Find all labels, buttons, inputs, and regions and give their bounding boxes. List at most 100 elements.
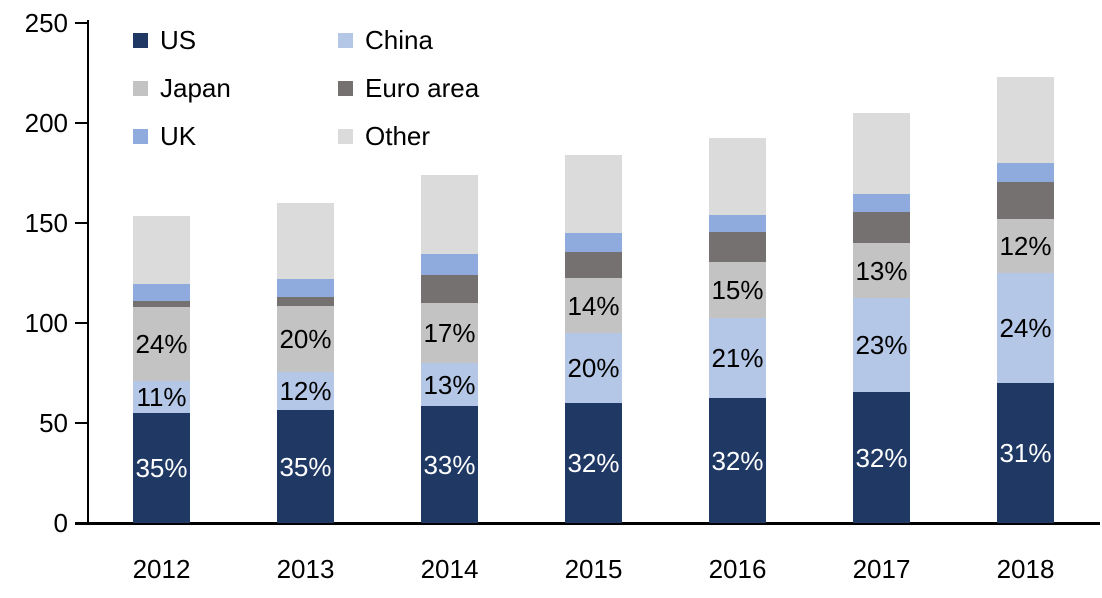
y-tick-label: 150 — [24, 208, 68, 238]
segment-euro-area-2012 — [133, 301, 190, 307]
legend-item-uk: UK — [133, 123, 338, 149]
segment-label-china-2013: 12% — [279, 376, 332, 406]
segment-us-2013: 35% — [277, 410, 334, 523]
x-tick-label-2014: 2014 — [420, 554, 479, 584]
segment-label-us-2015: 32% — [567, 448, 620, 478]
legend-swatch-euro-area — [338, 80, 353, 96]
y-tick — [75, 522, 87, 524]
segment-label-japan-2014: 17% — [423, 318, 476, 348]
x-tick-label-2018: 2018 — [996, 554, 1055, 584]
bar-2014: 33% 13% 17% — [421, 175, 478, 523]
segment-label-japan-2017: 13% — [855, 255, 908, 286]
segment-label-japan-2012: 24% — [135, 329, 188, 359]
bar-2013: 35% 12% 20% — [277, 203, 334, 523]
segment-euro-area-2017 — [853, 212, 910, 243]
segment-label-china-2015: 20% — [567, 353, 620, 383]
legend-label-other: Other — [365, 121, 431, 151]
segment-other-2013 — [277, 203, 334, 279]
y-tick-label: 200 — [24, 108, 68, 138]
segment-other-2018 — [997, 77, 1054, 163]
segment-other-2014 — [421, 175, 478, 254]
segment-euro-area-2016 — [709, 232, 766, 262]
legend-label-us: US — [160, 25, 197, 55]
segment-label-china-2017: 23% — [855, 330, 908, 360]
segment-japan-2014: 17% — [421, 303, 478, 363]
x-tick-label-2013: 2013 — [276, 554, 335, 584]
segment-uk-2015 — [565, 233, 622, 252]
legend-swatch-japan — [133, 80, 148, 96]
legend-swatch-us — [133, 32, 148, 48]
y-tick — [75, 422, 87, 424]
segment-label-japan-2015: 14% — [567, 290, 620, 321]
segment-label-us-2013: 35% — [279, 451, 332, 482]
segment-label-us-2016: 32% — [711, 445, 764, 476]
segment-us-2014: 33% — [421, 406, 478, 523]
segment-label-china-2018: 24% — [999, 313, 1052, 343]
segment-china-2012: 11% — [133, 381, 190, 413]
y-tick — [75, 122, 87, 124]
segment-other-2017 — [853, 113, 910, 194]
segment-china-2013: 12% — [277, 372, 334, 410]
segment-uk-2013 — [277, 279, 334, 297]
segment-uk-2014 — [421, 254, 478, 275]
y-tick-label: 0 — [53, 508, 68, 538]
y-tick — [75, 222, 87, 224]
segment-us-2012: 35% — [133, 413, 190, 523]
segment-china-2016: 21% — [709, 318, 766, 398]
segment-china-2017: 23% — [853, 298, 910, 392]
segment-uk-2017 — [853, 194, 910, 212]
segment-uk-2016 — [709, 215, 766, 232]
bar-2015: 32% 20% 14% — [565, 155, 622, 523]
y-tick — [75, 322, 87, 324]
legend-item-china: China — [338, 27, 479, 53]
x-tick-label-2012: 2012 — [132, 554, 191, 584]
segment-euro-area-2013 — [277, 297, 334, 306]
legend-item-other: Other — [338, 123, 479, 149]
legend-swatch-other — [338, 128, 353, 144]
segment-japan-2015: 14% — [565, 278, 622, 333]
segment-other-2016 — [709, 138, 766, 215]
x-axis-line — [75, 522, 1100, 525]
segment-uk-2018 — [997, 163, 1054, 182]
y-tick — [75, 22, 87, 24]
segment-japan-2018: 12% — [997, 219, 1054, 273]
legend-item-us: US — [133, 27, 338, 53]
segment-label-us-2014: 33% — [423, 449, 476, 480]
segment-us-2018: 31% — [997, 383, 1054, 523]
segment-label-us-2017: 32% — [855, 442, 908, 473]
segment-japan-2013: 20% — [277, 306, 334, 372]
legend-item-euro-area: Euro area — [338, 75, 479, 101]
y-tick-label: 50 — [39, 408, 68, 438]
segment-label-us-2012: 35% — [135, 453, 188, 483]
x-tick-label-2016: 2016 — [708, 554, 767, 584]
legend-swatch-china — [338, 32, 353, 48]
bar-2012: 35% 11% 24% — [133, 216, 190, 523]
legend-swatch-uk — [133, 128, 148, 144]
x-tick-label-2017: 2017 — [852, 554, 911, 584]
segment-china-2015: 20% — [565, 333, 622, 403]
segment-japan-2017: 13% — [853, 243, 910, 298]
legend-label-euro-area: Euro area — [365, 73, 480, 103]
segment-euro-area-2014 — [421, 275, 478, 303]
segment-us-2015: 32% — [565, 403, 622, 523]
segment-label-china-2012: 11% — [136, 382, 187, 412]
bar-2016: 32% 21% 15% — [709, 138, 766, 523]
bar-2017: 32% 23% 13% — [853, 113, 910, 523]
legend-label-china: China — [365, 25, 433, 55]
segment-uk-2012 — [133, 284, 190, 301]
segment-label-china-2016: 21% — [711, 343, 764, 373]
segment-china-2014: 13% — [421, 363, 478, 406]
segment-china-2018: 24% — [997, 273, 1054, 383]
segment-other-2015 — [565, 155, 622, 233]
y-tick-label: 250 — [24, 8, 68, 38]
segment-label-us-2018: 31% — [999, 438, 1052, 468]
y-axis-line — [87, 20, 89, 523]
legend-item-japan: Japan — [133, 75, 338, 101]
legend-label-uk: UK — [160, 121, 197, 151]
segment-label-japan-2013: 20% — [279, 324, 332, 354]
segment-us-2017: 32% — [853, 392, 910, 523]
legend: US China Japan Euro area UK Other — [133, 16, 479, 160]
segment-other-2012 — [133, 216, 190, 284]
segment-label-japan-2018: 12% — [999, 231, 1052, 261]
